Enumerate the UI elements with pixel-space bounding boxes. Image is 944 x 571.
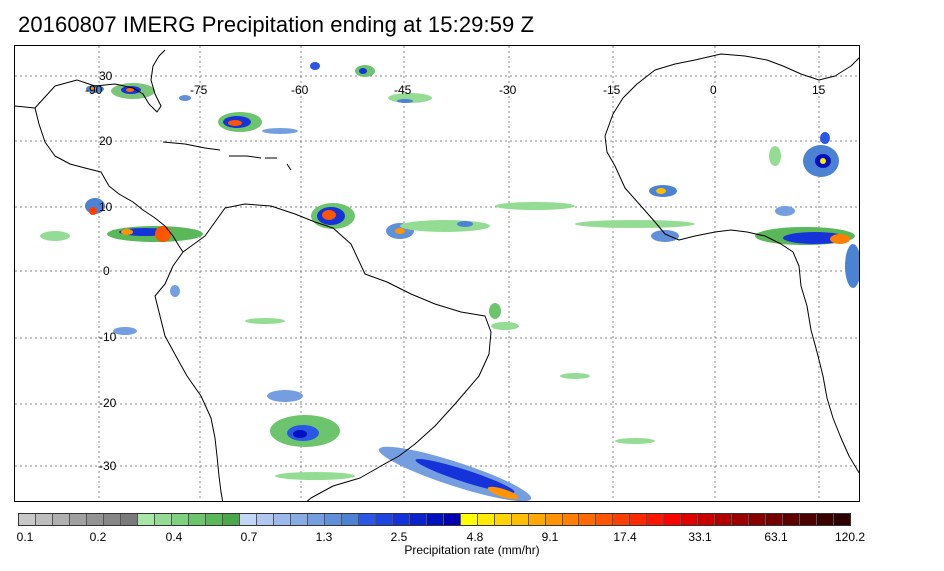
colorbar-swatch [494, 514, 512, 525]
colorbar-tick-label: 0.1 [16, 530, 34, 544]
lon-label: -60 [291, 83, 309, 97]
colorbar-swatch [154, 514, 172, 525]
colorbar-swatch [69, 514, 87, 525]
colorbar-swatch [324, 514, 342, 525]
colorbar-tick-label: 2.5 [390, 530, 408, 544]
map-title: 20160807 IMERG Precipitation ending at 1… [18, 12, 535, 37]
colorbar-swatch [834, 514, 851, 525]
lon-label: -75 [190, 83, 208, 97]
colorbar-tick-label: 17.4 [613, 530, 637, 544]
colorbar-swatch [562, 514, 580, 525]
colorbar-swatch [732, 514, 750, 525]
colorbar-swatch [443, 514, 461, 525]
colorbar-swatch [766, 514, 784, 525]
colorbar-swatch [290, 514, 308, 525]
colorbar-swatch [137, 514, 155, 525]
colorbar-swatch [273, 514, 291, 525]
colorbar-swatch [341, 514, 359, 525]
precipitation-map[interactable]: -90 -75 -60 -45 -30 -15 0 15 30 20 10 0 … [14, 45, 860, 502]
colorbar-swatch [698, 514, 716, 525]
colorbar-swatch [86, 514, 104, 525]
colorbar-swatch [392, 514, 410, 525]
lat-label: -20 [99, 396, 117, 410]
colorbar-swatch [749, 514, 767, 525]
colorbar-swatch [613, 514, 631, 525]
colorbar-swatch [358, 514, 376, 525]
colorbar-swatch [528, 514, 546, 525]
colorbar-swatch [239, 514, 257, 525]
lon-label: 15 [812, 83, 826, 97]
colorbar-swatch [426, 514, 444, 525]
lon-label: 0 [710, 83, 717, 97]
lon-label: -45 [394, 83, 412, 97]
colorbar-axis-label: Precipitation rate (mm/hr) [404, 543, 540, 557]
lat-label: 20 [99, 134, 113, 148]
colorbar-swatch [222, 514, 240, 525]
colorbar-swatch [205, 514, 223, 525]
colorbar-swatch [19, 514, 36, 525]
colorbar-tick-label: 33.1 [688, 530, 712, 544]
colorbar-tick-label: 120.2 [834, 530, 866, 544]
colorbar-swatch [647, 514, 665, 525]
lon-label: -30 [499, 83, 517, 97]
lat-label: 30 [99, 69, 113, 83]
lat-label: 0 [103, 264, 110, 278]
map-gridlines [15, 46, 859, 501]
colorbar-swatch [35, 514, 53, 525]
colorbar-swatch [188, 514, 206, 525]
colorbar-swatch [477, 514, 495, 525]
coastlines [15, 49, 859, 501]
colorbar-swatch [511, 514, 529, 525]
colorbar-swatch [171, 514, 189, 525]
colorbar-swatch [579, 514, 597, 525]
colorbar-swatch [256, 514, 274, 525]
colorbar-swatch [52, 514, 70, 525]
colorbar-tick-label: 0.7 [240, 530, 258, 544]
colorbar-swatch [630, 514, 648, 525]
lon-label: -15 [603, 83, 621, 97]
colorbar-tick-label: 1.3 [315, 530, 333, 544]
colorbar-swatch [460, 514, 478, 525]
colorbar-swatch [715, 514, 733, 525]
colorbar-swatch [783, 514, 801, 525]
precipitation-field [40, 62, 859, 501]
colorbar-tick-label: 0.2 [89, 530, 107, 544]
color-scale-bar [18, 513, 851, 526]
lat-label: 10 [99, 200, 113, 214]
colorbar-tick-label: 9.1 [541, 530, 559, 544]
colorbar-swatch [800, 514, 818, 525]
colorbar-swatch [375, 514, 393, 525]
colorbar-swatch [409, 514, 427, 525]
colorbar-swatch [103, 514, 121, 525]
colorbar-tick-label: 4.8 [466, 530, 484, 544]
lat-label: -10 [99, 330, 117, 344]
colorbar-swatch [681, 514, 699, 525]
colorbar-swatch [545, 514, 563, 525]
colorbar-swatch [664, 514, 682, 525]
lon-label: -90 [85, 83, 103, 97]
colorbar-swatch [596, 514, 614, 525]
colorbar-swatch [307, 514, 325, 525]
colorbar-tick-label: 63.1 [764, 530, 788, 544]
colorbar-tick-label: 0.4 [165, 530, 183, 544]
colorbar-swatch [120, 514, 138, 525]
lat-label: -30 [99, 459, 117, 473]
colorbar-swatch [817, 514, 835, 525]
